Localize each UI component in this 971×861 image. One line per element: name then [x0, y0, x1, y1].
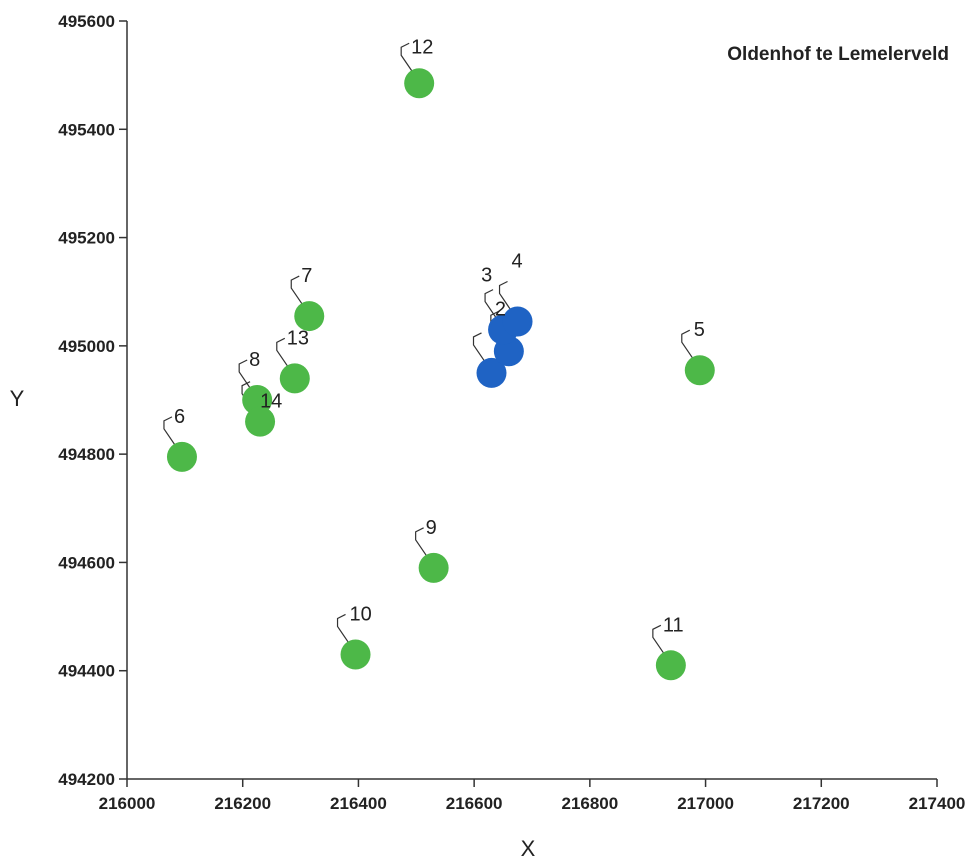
point-label-14: 14 — [260, 391, 282, 413]
y-tick-label: 494800 — [58, 445, 115, 464]
x-tick-label: 216200 — [214, 794, 271, 813]
x-tick-label: 216000 — [99, 794, 156, 813]
label-leader-line — [484, 289, 501, 324]
label-leader-line — [415, 527, 432, 563]
point-label-13: 13 — [287, 327, 309, 349]
data-point-13 — [279, 363, 310, 394]
label-leader-line — [498, 280, 516, 316]
data-point-5 — [684, 355, 715, 386]
point-label-7: 7 — [301, 265, 312, 287]
y-tick-label: 494600 — [58, 553, 115, 572]
data-point-4 — [502, 306, 533, 337]
data-point-6 — [166, 441, 197, 472]
point-label-8: 8 — [249, 349, 260, 371]
y-tick-label: 494400 — [58, 662, 115, 681]
point-label-5: 5 — [694, 319, 705, 341]
chart-title: Oldenhof te Lemelerveld — [727, 44, 949, 65]
x-tick-label: 217400 — [909, 794, 966, 813]
point-label-12: 12 — [411, 36, 433, 58]
x-tick-label: 216400 — [330, 794, 387, 813]
label-leader-line — [336, 613, 354, 649]
label-leader-line — [290, 275, 307, 311]
data-point-14 — [245, 406, 276, 437]
data-point-11 — [655, 650, 686, 681]
label-leader-line — [681, 329, 698, 365]
point-label-3: 3 — [481, 265, 492, 287]
point-label-6: 6 — [174, 406, 185, 428]
point-label-2: 2 — [495, 298, 506, 320]
label-leader-line — [652, 624, 669, 660]
label-leader-line — [400, 42, 417, 78]
x-tick-label: 216600 — [446, 794, 503, 813]
point-label-9: 9 — [426, 517, 437, 539]
y-tick-label: 495600 — [58, 12, 115, 31]
axes: 4942004944004946004948004950004952004954… — [58, 12, 965, 813]
y-tick-label: 494200 — [58, 770, 115, 789]
y-axis-title: Y — [10, 386, 25, 411]
data-point-12 — [404, 68, 435, 99]
x-tick-label: 216800 — [561, 794, 618, 813]
x-tick-label: 217000 — [677, 794, 734, 813]
point-labels: 234 5 6 7 8 9 10 11 12 13 14 — [174, 36, 705, 636]
x-tick-label: 217200 — [793, 794, 850, 813]
data-point-9 — [418, 552, 449, 583]
data-points — [166, 68, 715, 681]
point-label-11: 11 — [663, 614, 684, 636]
label-leaders — [163, 42, 698, 660]
x-axis-title: X — [521, 836, 536, 861]
data-point-7 — [294, 301, 325, 332]
data-point-1 — [476, 357, 507, 388]
label-leader-line — [276, 337, 293, 373]
label-leader-line — [472, 332, 489, 368]
y-tick-label: 495400 — [58, 120, 115, 139]
data-point-10 — [340, 639, 371, 670]
label-leader-line — [163, 416, 180, 452]
point-label-10: 10 — [350, 603, 372, 625]
y-tick-label: 495200 — [58, 229, 115, 248]
point-label-4: 4 — [512, 250, 523, 272]
y-tick-label: 495000 — [58, 337, 115, 356]
